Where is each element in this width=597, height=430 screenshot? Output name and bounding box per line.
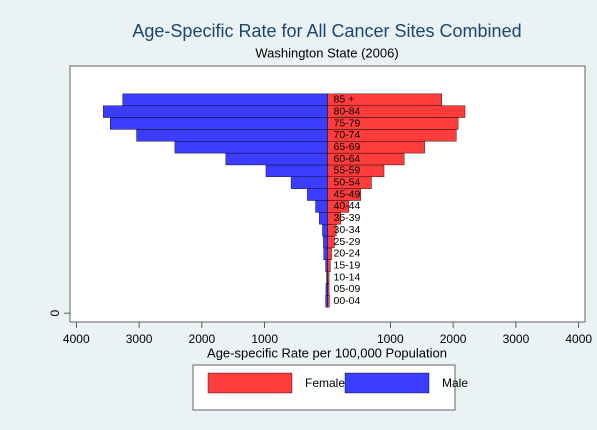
category-label: 75-79 (334, 117, 361, 129)
x-tick-label: 1000 (251, 332, 278, 346)
bar (103, 105, 328, 118)
legend-label: Male (442, 376, 468, 390)
bar (327, 283, 330, 296)
bar (225, 152, 328, 166)
bar (265, 164, 328, 178)
bar (319, 212, 328, 225)
x-axis-label: Age-specific Rate per 100,000 Population (207, 345, 447, 360)
category-label: 35-39 (334, 212, 361, 224)
x-tick-label: 2000 (440, 332, 467, 346)
category-label: 00-04 (334, 295, 361, 307)
category-label: 70-74 (334, 129, 361, 141)
category-label: 85 + (334, 94, 355, 106)
legend-swatch (344, 372, 430, 394)
bar (327, 247, 332, 260)
bar (327, 295, 330, 308)
chart-title: Age-Specific Rate for All Cancer Sites C… (132, 21, 521, 41)
bar (323, 235, 328, 249)
x-tick-label: 2000 (189, 332, 216, 346)
category-label: 80-84 (334, 105, 361, 117)
category-label: 55-59 (334, 165, 361, 177)
x-tick-label: 1000 (377, 332, 404, 346)
bar (109, 117, 328, 130)
bar (325, 283, 328, 296)
bar (290, 176, 328, 189)
x-tick-label: 4000 (63, 332, 90, 346)
x-tick-label: 3000 (503, 332, 530, 346)
chart-subtitle: Washington State (2006) (255, 45, 398, 60)
bar (326, 271, 328, 284)
y-tick-label: 0 (48, 309, 62, 316)
category-label: 10-14 (334, 271, 361, 283)
bar (315, 200, 328, 213)
legend-swatch (207, 372, 293, 394)
category-label: 25-29 (334, 236, 361, 248)
bar (327, 259, 331, 272)
bar (307, 188, 328, 201)
bar (122, 93, 328, 106)
category-label: 50-54 (334, 177, 361, 189)
x-tick-label: 3000 (126, 332, 153, 346)
category-label: 65-69 (334, 141, 361, 153)
bar (136, 129, 328, 142)
x-tick-label: 4000 (565, 332, 592, 346)
category-label: 30-34 (334, 224, 361, 236)
bar (174, 141, 328, 154)
category-label: 60-64 (334, 153, 361, 165)
category-label: 40-44 (334, 200, 361, 212)
category-label: 45-49 (334, 188, 361, 200)
category-label: 20-24 (334, 248, 361, 260)
category-label: 15-19 (334, 259, 361, 271)
category-label: 05-09 (334, 283, 361, 295)
bar (327, 271, 330, 284)
bar (323, 247, 328, 260)
legend-label: Female (305, 376, 345, 390)
bar (322, 224, 328, 237)
bar (325, 259, 328, 272)
bar (325, 295, 328, 308)
